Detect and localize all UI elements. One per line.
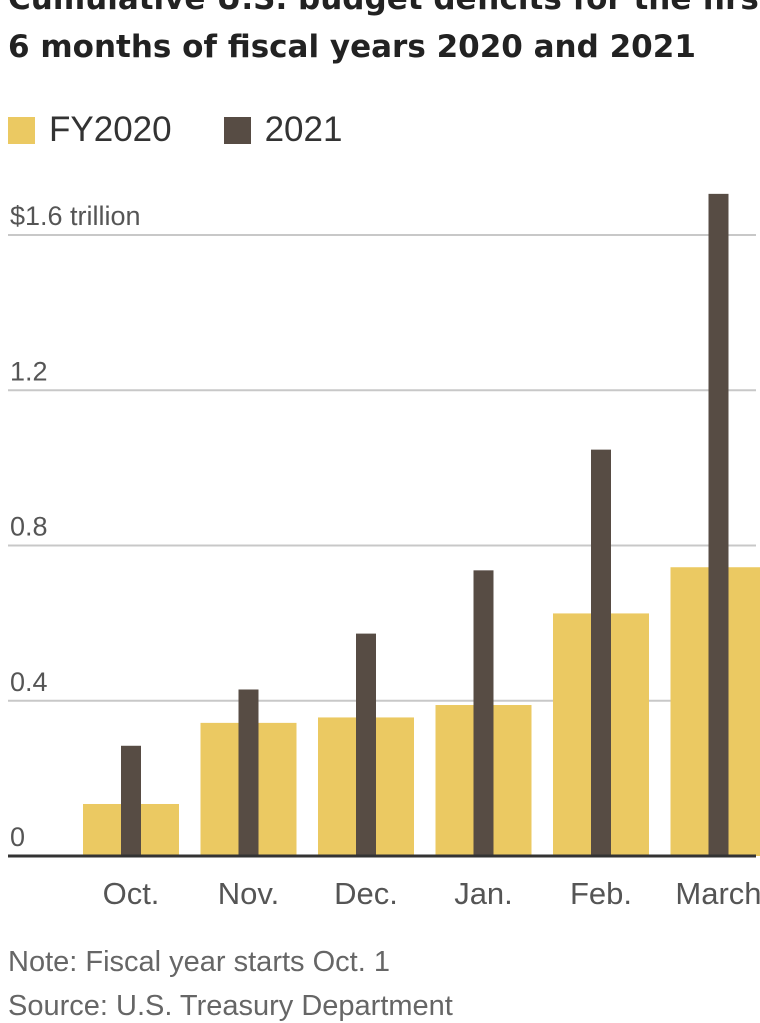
legend-item-fy2020: FY2020 xyxy=(8,110,172,150)
bar-2021 xyxy=(239,689,259,856)
chart-title-line-2: 6 months of fiscal years 2020 and 2021 xyxy=(8,27,758,67)
legend-label-2021: 2021 xyxy=(265,110,343,150)
legend-swatch-2021 xyxy=(224,117,251,144)
x-tick-label: Feb. xyxy=(570,876,632,911)
bar-2021 xyxy=(121,746,141,856)
y-tick-label: 0 xyxy=(10,822,25,852)
legend-item-2021: 2021 xyxy=(224,110,343,150)
y-tick-label: 0.4 xyxy=(10,667,48,697)
chart-note: Note: Fiscal year starts Oct. 1 xyxy=(8,946,390,979)
x-tick-label: Jan. xyxy=(454,876,513,911)
bar-2021 xyxy=(709,194,729,856)
y-tick-label: 0.8 xyxy=(10,512,48,542)
x-tick-label: Dec. xyxy=(334,876,398,911)
chart-source: Source: U.S. Treasury Department xyxy=(8,990,453,1023)
legend-swatch-fy2020 xyxy=(8,117,35,144)
chart-legend: FY2020 2021 xyxy=(8,108,394,152)
y-tick-label: $1.6 trillion xyxy=(10,201,141,231)
x-tick-label: Nov. xyxy=(218,876,279,911)
bar-2021 xyxy=(356,634,376,856)
legend-label-fy2020: FY2020 xyxy=(49,110,172,150)
bar-chart: 0 0.4 0.8 1.2 $1.6 trillion Oct. Nov. Dec. Jan. F… xyxy=(0,180,760,930)
y-tick-label: 1.2 xyxy=(10,356,48,386)
x-tick-label: Oct. xyxy=(103,876,160,911)
bar-2021 xyxy=(591,450,611,856)
bar-2021 xyxy=(474,570,494,856)
x-tick-label: March xyxy=(675,876,760,911)
chart-title-line-1: Cumulative U.S. budget deficits for the … xyxy=(8,0,758,19)
